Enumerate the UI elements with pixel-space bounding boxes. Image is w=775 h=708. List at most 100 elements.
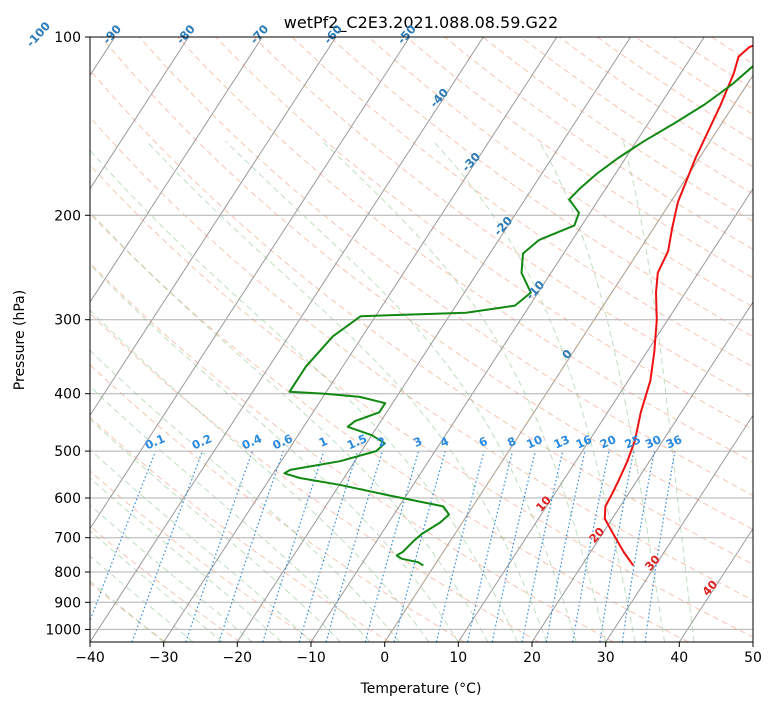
dry-adiabat <box>215 37 753 431</box>
isotherm-zero <box>384 74 753 642</box>
mixing-ratio-line <box>393 450 446 642</box>
mixing-ratio-label: 1 <box>317 434 330 450</box>
isobar-grid <box>90 37 753 630</box>
dry-adiabat <box>482 37 753 222</box>
mixing-ratio-label: 0.4 <box>240 431 264 452</box>
dry-adiabat <box>177 37 753 463</box>
dry-adiabat <box>90 262 614 642</box>
dry-adiabat <box>100 37 753 531</box>
mixing-ratio-label: 1.5 <box>345 431 369 452</box>
mixing-ratio-label: 30 <box>643 432 663 451</box>
y-tick-label: 700 <box>54 531 81 547</box>
mixing-ratio-label: 0.6 <box>270 431 294 452</box>
mixing-ratio-line <box>435 450 485 642</box>
mixing-ratio-line <box>644 450 676 642</box>
y-tick-label: 100 <box>54 30 81 46</box>
mixing-ratio-label: 0.2 <box>190 431 214 452</box>
mixing-ratio-label: 0.1 <box>143 431 167 452</box>
plot-frame <box>89 36 754 643</box>
dry-adiabat <box>673 37 753 90</box>
dewpoint-line <box>283 64 753 567</box>
isotherm <box>90 37 337 417</box>
moist-adiabat <box>90 477 282 642</box>
dry-adiabat-label: 0 <box>559 347 575 362</box>
x-axis: −40 −30 −20 −10 0 10 20 30 40 50 <box>75 642 762 666</box>
isotherm <box>163 37 558 642</box>
y-tick-label: 800 <box>54 565 81 581</box>
isotherm <box>678 527 753 642</box>
x-tick-label: 10 <box>449 650 467 666</box>
mixing-ratio-label: 13 <box>552 432 572 451</box>
chart-title: wetPf2_C2E3.2021.088.08.59.G22 <box>284 13 558 33</box>
mixing-ratio-line <box>521 450 564 642</box>
dry-adiabat <box>291 37 753 368</box>
isotherm <box>90 37 190 190</box>
mixing-ratio-line <box>218 450 284 642</box>
mixing-ratio-line <box>298 450 359 642</box>
dry-adiabat <box>90 69 753 565</box>
mixing-ratio-line <box>364 450 420 642</box>
mixing-ratio-line <box>545 450 586 642</box>
x-tick-label: 20 <box>523 650 541 666</box>
x-tick-label: 50 <box>744 650 762 666</box>
isotherm <box>90 37 484 642</box>
mixing-ratio-label: 3 <box>411 434 424 450</box>
x-tick-label: 40 <box>670 650 688 666</box>
isotherm <box>90 37 263 303</box>
moist-adiabat <box>90 555 194 642</box>
dry-adiabat <box>90 212 689 642</box>
background-lines <box>90 37 753 642</box>
mixing-ratio-line <box>466 450 514 642</box>
isotherm <box>310 37 705 642</box>
x-tick-label: −10 <box>296 650 326 666</box>
dry-adiabat <box>711 37 753 65</box>
x-tick-label: −20 <box>223 650 253 666</box>
dry-adiabat-label: -40 <box>427 85 451 110</box>
dry-adiabat-label: -30 <box>459 150 483 175</box>
mixing-ratio-label: 16 <box>574 432 594 451</box>
mixing-ratio-label: 6 <box>477 434 490 450</box>
moist-adiabat <box>146 140 548 642</box>
y-tick-label: 200 <box>54 208 81 224</box>
isotherm <box>605 414 753 642</box>
moist-adiabat <box>622 141 695 642</box>
mixing-ratio-label: 20 <box>598 432 618 451</box>
isotherm <box>90 37 411 530</box>
mixing-ratio-label: 25 <box>622 432 642 451</box>
isotherm <box>752 641 753 642</box>
x-tick-label: 0 <box>380 650 389 666</box>
x-tick-label: 30 <box>597 650 615 666</box>
mixing-ratio-label: 8 <box>505 434 518 450</box>
dry-adiabat <box>90 364 465 642</box>
dry-adiabat <box>90 470 315 642</box>
y-axis-label: Pressure (hPa) <box>12 290 28 390</box>
isotherm <box>384 74 753 642</box>
mixing-ratio-label: 36 <box>664 432 684 451</box>
y-tick-label: 400 <box>54 387 81 403</box>
dry-adiabat-label: -90 <box>100 22 124 47</box>
mixing-ratio-label: 2 <box>375 434 388 450</box>
dry-adiabat <box>329 37 753 338</box>
dry-adiabat <box>444 37 753 250</box>
dry-adiabat-label: -80 <box>173 22 197 47</box>
mixing-ratio-label: 10 <box>524 432 544 451</box>
isotherm <box>236 37 632 642</box>
dry-adiabat <box>596 37 753 142</box>
dry-adiabat <box>558 37 753 168</box>
mixing-ratio-line <box>262 450 325 642</box>
dry-adiabat-label: -100 <box>23 19 53 50</box>
dry-adiabat <box>90 164 753 638</box>
temperature-line <box>603 44 753 567</box>
dry-adiabat <box>139 37 753 496</box>
mixing-ratio-line <box>599 450 635 642</box>
moist-adiabat-label: 40 <box>699 577 720 598</box>
moist-adiabat-label: 30 <box>642 552 663 573</box>
dry-adiabat <box>90 312 540 642</box>
dry-adiabat <box>90 116 753 601</box>
moist-adiabat-label: 20 <box>586 524 607 545</box>
series-layer <box>283 44 753 567</box>
x-axis-label: Temperature (°C) <box>360 681 482 697</box>
y-tick-label: 600 <box>54 491 81 507</box>
moist-adiabat <box>90 448 312 642</box>
